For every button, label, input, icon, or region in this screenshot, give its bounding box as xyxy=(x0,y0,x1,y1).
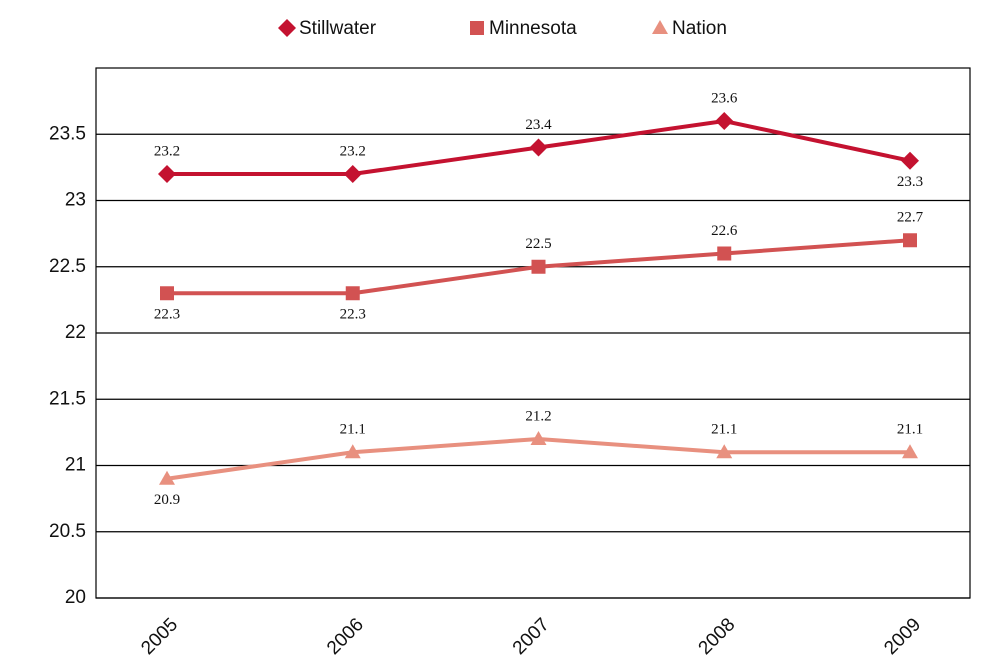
x-tick-label: 2009 xyxy=(880,614,925,659)
y-tick-label: 22.5 xyxy=(49,256,86,277)
data-point xyxy=(158,165,176,183)
data-label: 22.3 xyxy=(154,307,180,323)
data-point xyxy=(531,259,546,274)
data-label: 22.7 xyxy=(897,210,924,226)
data-point xyxy=(901,151,919,170)
data-label: 22.5 xyxy=(525,236,551,252)
data-point xyxy=(344,444,361,459)
data-point xyxy=(902,444,918,459)
y-tick-label: 20 xyxy=(65,587,86,608)
data-point xyxy=(716,444,733,459)
data-label: 21.1 xyxy=(711,422,737,438)
data-point xyxy=(530,431,547,445)
data-point xyxy=(903,233,917,248)
x-tick-label: 2005 xyxy=(137,614,182,659)
data-label: 20.9 xyxy=(154,492,180,508)
data-point xyxy=(160,286,174,301)
data-point xyxy=(345,286,360,301)
legend-label: Minnesota xyxy=(489,18,577,39)
y-tick-label: 21 xyxy=(65,455,86,476)
data-label: 23.2 xyxy=(340,143,366,159)
data-label: 21.2 xyxy=(525,408,551,424)
data-label: 22.6 xyxy=(711,223,738,239)
data-label: 23.6 xyxy=(711,90,738,106)
legend-item: Nation xyxy=(652,18,727,39)
y-tick-label: 22 xyxy=(65,322,86,343)
x-tick-label: 2007 xyxy=(509,614,554,659)
y-tick-label: 20.5 xyxy=(49,521,86,542)
legend-marker xyxy=(652,20,668,34)
x-tick-label: 2008 xyxy=(695,614,740,659)
data-label: 21.1 xyxy=(897,422,923,438)
legend-item: Minnesota xyxy=(470,18,577,39)
legend-marker xyxy=(278,19,296,37)
data-point xyxy=(717,246,732,261)
x-tick-label: 2006 xyxy=(323,614,368,659)
legend-item: Stillwater xyxy=(278,18,377,39)
data-point xyxy=(529,138,548,157)
data-point xyxy=(715,112,734,130)
y-tick-label: 23 xyxy=(65,190,86,211)
data-label: 21.1 xyxy=(340,422,366,438)
data-point xyxy=(159,470,175,485)
data-point xyxy=(343,165,362,183)
y-tick-label: 23.5 xyxy=(49,123,86,144)
legend-marker xyxy=(470,21,484,35)
data-label: 23.2 xyxy=(154,143,180,159)
y-tick-label: 21.5 xyxy=(49,388,86,409)
data-label: 23.4 xyxy=(525,117,552,133)
legend-label: Stillwater xyxy=(299,18,377,39)
legend-label: Nation xyxy=(672,18,727,39)
data-label: 23.3 xyxy=(897,174,923,190)
data-label: 22.3 xyxy=(340,307,366,323)
